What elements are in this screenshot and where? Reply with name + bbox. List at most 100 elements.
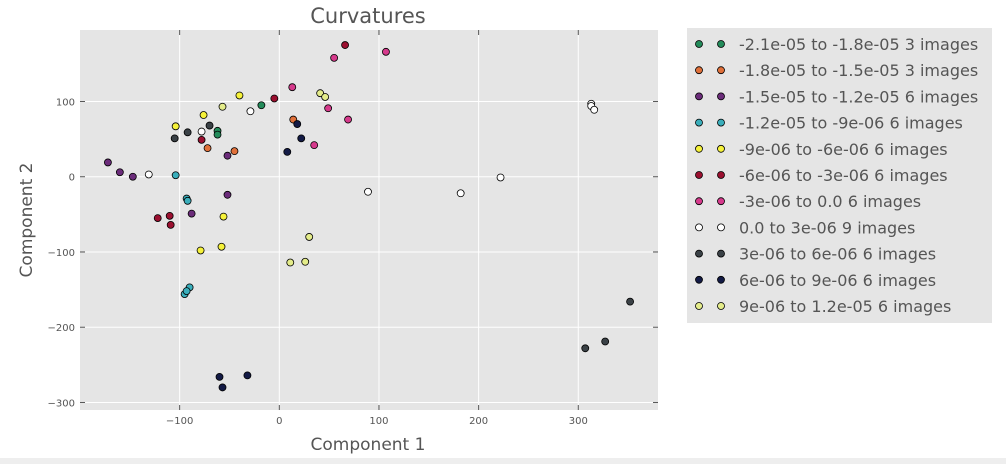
data-point [364,187,372,196]
data-point [235,91,244,100]
data-point [344,115,352,124]
data-point [330,53,339,62]
x-axis-label: Component 1 [311,435,426,455]
x-tick-label: 200 [469,416,488,427]
data-points [104,41,634,392]
data-point [310,141,319,150]
legend-marker [717,92,725,101]
data-point [196,246,205,255]
legend-label: -9e-06 to -6e-06 6 images [739,140,948,159]
data-point [153,214,162,223]
legend-label: 3e-06 to 6e-06 6 images [739,245,936,264]
legend-label: 9e-06 to 1.2e-05 6 images [739,297,951,316]
legend-marker [717,302,725,310]
data-point [218,383,227,392]
data-point [297,134,306,143]
data-point [243,371,252,380]
legend-marker [695,92,703,101]
data-point [203,144,212,153]
y-tick-label: 0 [69,173,75,184]
data-point [496,173,505,182]
data-point [182,287,191,296]
data-point [171,171,180,180]
data-point [166,220,175,229]
data-point [581,344,590,353]
data-point [217,242,226,251]
data-point [590,105,599,114]
legend-marker [695,197,703,206]
data-point [128,172,137,181]
data-point [321,93,330,101]
axis-ticks: −100 0 100 200 300 −300 −200 −100 0 100 [48,30,658,427]
legend-marker [695,144,703,153]
data-point [223,190,232,199]
data-point [215,372,224,381]
legend-label: -3e-06 to 0.0 6 images [739,192,921,211]
data-point [183,128,192,137]
data-point [197,135,206,144]
data-point [246,107,255,116]
legend-label: 6e-06 to 9e-06 6 images [739,271,936,290]
data-point [183,196,192,205]
data-point [301,257,310,266]
legend-marker [695,302,703,310]
legend-marker [717,118,725,127]
data-point [170,134,179,143]
data-point [456,189,465,198]
data-point [601,337,610,346]
legend-marker [717,144,725,153]
data-point [305,233,314,241]
legend-box [687,28,992,323]
data-point [270,94,279,103]
legend-marker [717,275,725,284]
data-point [171,122,180,131]
data-point [104,158,112,167]
data-point [257,101,266,110]
data-point [283,148,292,156]
data-point [288,83,297,92]
legend-label: -1.8e-05 to -1.5e-05 3 images [739,61,978,80]
legend-label: -1.5e-05 to -1.2e-05 6 images [739,87,978,106]
data-point [293,120,302,128]
data-point [382,47,390,56]
data-point [286,258,295,267]
legend-marker [695,249,703,258]
legend-label: -6e-06 to -3e-06 6 images [739,166,948,185]
x-tick-label: 100 [369,416,388,427]
legend-label: -2.1e-05 to -1.8e-05 3 images [739,35,978,54]
legend-marker [717,223,725,232]
legend-marker [695,171,703,179]
y-axis-label: Component 2 [17,163,37,278]
data-point [197,127,206,136]
data-point [219,212,228,221]
data-point [165,211,174,220]
grid-lines [80,30,658,410]
legend-marker [717,40,725,48]
data-point [144,170,153,179]
legend-marker [695,40,703,48]
legend-marker [695,223,703,232]
legend-label: 0.0 to 3e-06 9 images [739,218,915,237]
data-point [324,104,333,113]
legend-marker [717,197,725,206]
legend-marker [717,249,725,258]
legend-marker [717,66,725,75]
y-tick-label: −200 [48,323,75,334]
data-point [341,41,349,49]
y-tick-label: 100 [56,97,75,108]
x-tick-label: 0 [276,416,282,427]
data-point [115,168,124,177]
x-tick-label: −100 [166,416,193,427]
legend-marker [695,66,703,75]
data-point [223,151,232,160]
x-tick-label: 300 [569,416,588,427]
bottom-bar [0,458,1006,464]
legend-marker [695,275,703,284]
legend-label: -1.2e-05 to -9e-06 6 images [739,114,963,133]
y-tick-label: −300 [48,398,75,409]
data-point [218,102,227,111]
data-point [205,121,214,130]
legend-marker [717,171,725,179]
data-point [230,147,239,156]
